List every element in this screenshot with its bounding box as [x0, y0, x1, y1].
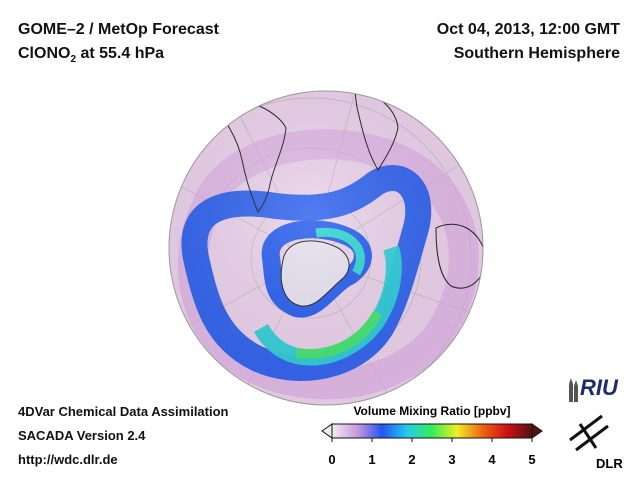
- colorbar-title: Volume Mixing Ratio [ppbv]: [353, 404, 511, 418]
- riu-logo-text: RIU: [580, 375, 618, 400]
- species-label: ClONO2 at 55.4 hPa: [18, 45, 165, 66]
- colorbar-tick-label: 1: [368, 452, 375, 467]
- colorbar-max-arrow: [531, 423, 543, 439]
- title-line: GOME–2 / MetOp Forecast: [18, 21, 219, 38]
- colorbar-tick-label: 4: [488, 452, 496, 467]
- footer-line2: SACADA Version 2.4: [18, 428, 146, 443]
- colorbar-tick-label: 5: [528, 452, 535, 467]
- colorbar-gradient: [331, 423, 533, 439]
- dlr-logo: DLR: [560, 410, 630, 474]
- dlr-emblem-icon: [569, 414, 609, 452]
- colorbar-tick-label: 0: [328, 452, 335, 467]
- globe-map: [168, 90, 484, 406]
- dlr-logo-text: DLR: [596, 456, 623, 471]
- footer-url[interactable]: http://wdc.dlr.de: [18, 452, 118, 467]
- cathedral-icon: [569, 378, 578, 402]
- colorbar-tick-label: 2: [408, 452, 415, 467]
- riu-logo: RIU: [566, 374, 626, 404]
- map-title: GOME–2 / MetOp Forecast ClONO2 at 55.4 h…: [18, 18, 219, 72]
- date-label: Oct 04, 2013, 12:00 GMT: [436, 21, 620, 38]
- map-datetime: Oct 04, 2013, 12:00 GMT Southern Hemisph…: [437, 18, 620, 66]
- region-label: Southern Hemisphere: [453, 45, 620, 62]
- colorbar: 0 1 2 3 4 5: [321, 423, 543, 467]
- colorbar-min-arrow: [321, 423, 333, 439]
- colorbar-tick-label: 3: [448, 452, 455, 467]
- footer-line1: 4DVar Chemical Data Assimilation: [18, 404, 229, 419]
